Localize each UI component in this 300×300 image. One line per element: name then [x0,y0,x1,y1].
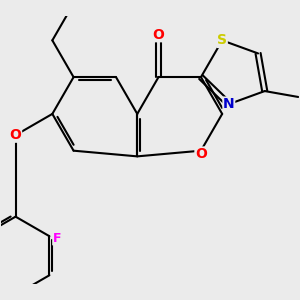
Text: F: F [53,232,61,245]
Text: O: O [195,147,207,161]
Text: N: N [223,97,235,111]
Text: O: O [10,128,22,142]
Text: O: O [153,28,164,42]
Text: S: S [217,33,227,47]
